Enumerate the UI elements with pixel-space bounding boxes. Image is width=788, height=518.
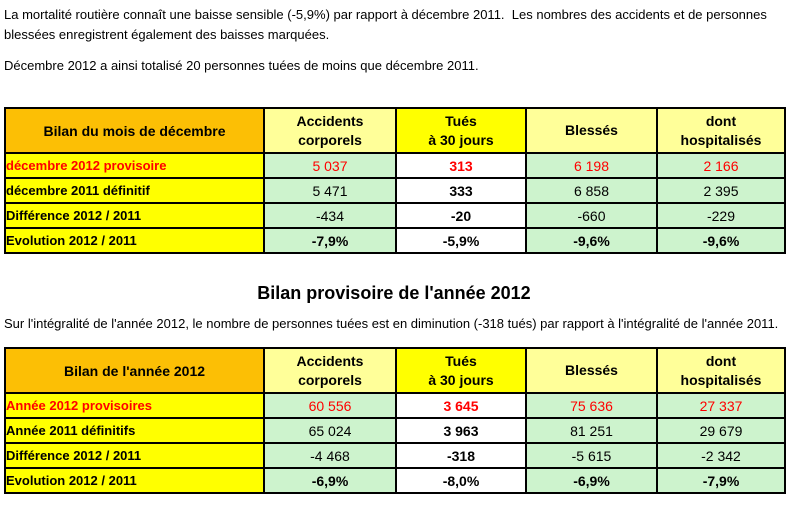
value-cell: 2 395 [656, 177, 786, 204]
value-cell: -4 468 [263, 442, 397, 469]
row-label: Année 2012 provisoires [4, 392, 265, 419]
report-page: La mortalité routière connaît une baisse… [4, 7, 786, 494]
value-cell: -6,9% [263, 467, 397, 494]
column-header-blesses: Blessés [525, 347, 658, 394]
column-header-hospitalises: dont hospitalisés [656, 347, 786, 394]
value-cell: -660 [525, 202, 658, 229]
value-cell: -20 [395, 202, 527, 229]
value-cell: 5 037 [263, 152, 397, 179]
value-cell: 6 858 [525, 177, 658, 204]
value-cell: 2 166 [656, 152, 786, 179]
value-cell: 3 963 [395, 417, 527, 444]
row-label: Année 2011 définitifs [4, 417, 265, 444]
table-row: Différence 2012 / 2011 -434 -20 -660 -22… [4, 202, 786, 229]
value-cell: 313 [395, 152, 527, 179]
value-cell: -9,6% [525, 227, 658, 254]
table-row: Année 2011 définitifs 65 024 3 963 81 25… [4, 417, 786, 444]
table-title-cell: Bilan de l'année 2012 [4, 347, 265, 394]
table-title-cell: Bilan du mois de décembre [4, 107, 265, 154]
column-header-hospitalises: dont hospitalisés [656, 107, 786, 154]
value-cell: -318 [395, 442, 527, 469]
column-header-accidents: Accidents corporels [263, 107, 397, 154]
column-header-blesses: Blessés [525, 107, 658, 154]
value-cell: 60 556 [263, 392, 397, 419]
value-cell: -434 [263, 202, 397, 229]
row-label: Différence 2012 / 2011 [4, 442, 265, 469]
value-cell: -5,9% [395, 227, 527, 254]
table-row: Année 2012 provisoires 60 556 3 645 75 6… [4, 392, 786, 419]
value-cell: 3 645 [395, 392, 527, 419]
row-label: décembre 2012 provisoire [4, 152, 265, 179]
table-header-row: Bilan du mois de décembre Accidents corp… [4, 107, 786, 154]
column-header-accidents: Accidents corporels [263, 347, 397, 394]
intro-paragraph-2: Décembre 2012 a ainsi totalisé 20 person… [4, 58, 479, 73]
table-row: Evolution 2012 / 2011 -7,9% -5,9% -9,6% … [4, 227, 786, 254]
column-header-tues: Tués à 30 jours [395, 107, 527, 154]
row-label: Evolution 2012 / 2011 [4, 467, 265, 494]
value-cell: -2 342 [656, 442, 786, 469]
table-header-row: Bilan de l'année 2012 Accidents corporel… [4, 347, 786, 394]
value-cell: -6,9% [525, 467, 658, 494]
table-row: décembre 2012 provisoire 5 037 313 6 198… [4, 152, 786, 179]
row-label: Evolution 2012 / 2011 [4, 227, 265, 254]
value-cell: 75 636 [525, 392, 658, 419]
table-row: décembre 2011 définitif 5 471 333 6 858 … [4, 177, 786, 204]
table-row: Différence 2012 / 2011 -4 468 -318 -5 61… [4, 442, 786, 469]
value-cell: 81 251 [525, 417, 658, 444]
section-title: Bilan provisoire de l'année 2012 [257, 283, 531, 303]
value-cell: -5 615 [525, 442, 658, 469]
value-cell: 333 [395, 177, 527, 204]
table-row: Evolution 2012 / 2011 -6,9% -8,0% -6,9% … [4, 467, 786, 494]
value-cell: 27 337 [656, 392, 786, 419]
value-cell: 5 471 [263, 177, 397, 204]
value-cell: -8,0% [395, 467, 527, 494]
row-label: Différence 2012 / 2011 [4, 202, 265, 229]
year-summary-table: Bilan de l'année 2012 Accidents corporel… [4, 347, 786, 494]
value-cell: 65 024 [263, 417, 397, 444]
year-intro-paragraph: Sur l'intégralité de l'année 2012, le no… [4, 316, 779, 331]
value-cell: -9,6% [656, 227, 786, 254]
value-cell: 6 198 [525, 152, 658, 179]
value-cell: 29 679 [656, 417, 786, 444]
column-header-tues: Tués à 30 jours [395, 347, 527, 394]
december-summary-table: Bilan du mois de décembre Accidents corp… [4, 107, 786, 254]
value-cell: -7,9% [263, 227, 397, 254]
value-cell: -7,9% [656, 467, 786, 494]
intro-paragraph-1: La mortalité routière connaît une baisse… [4, 7, 771, 42]
value-cell: -229 [656, 202, 786, 229]
row-label: décembre 2011 définitif [4, 177, 265, 204]
